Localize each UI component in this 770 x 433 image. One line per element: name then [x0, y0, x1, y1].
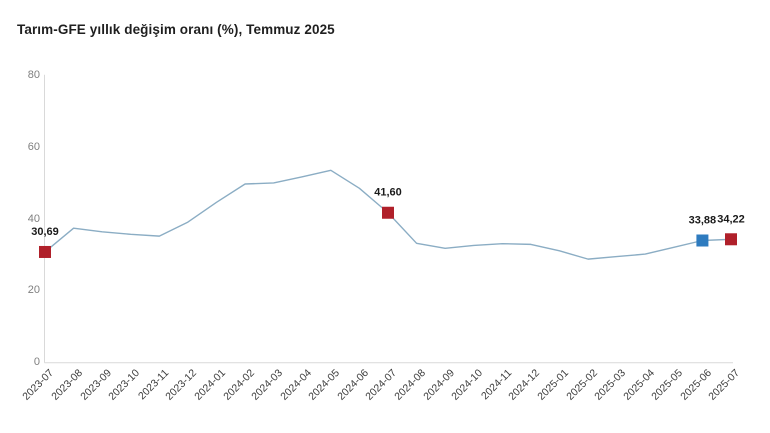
data-point-marker-2025-07 — [725, 233, 737, 246]
data-point-label-2024-07: 41,60 — [374, 187, 402, 199]
y-tick-label-40: 40 — [27, 212, 40, 225]
data-point-marker-2024-07 — [382, 206, 394, 219]
chart-title: Tarım-GFE yıllık değişim oranı (%), Temm… — [17, 22, 335, 37]
y-tick-label-0: 0 — [33, 356, 40, 369]
data-point-label-2025-07: 34,22 — [717, 213, 745, 225]
data-point-marker-2025-06 — [696, 234, 709, 247]
data-point-label-2025-06: 33,88 — [689, 215, 717, 227]
data-point-marker-2023-07 — [39, 245, 51, 258]
y-tick-label-80: 80 — [27, 68, 40, 81]
data-point-label-2023-07: 30,69 — [31, 226, 59, 238]
y-tick-label-20: 20 — [27, 284, 40, 297]
y-tick-label-60: 60 — [27, 140, 40, 153]
